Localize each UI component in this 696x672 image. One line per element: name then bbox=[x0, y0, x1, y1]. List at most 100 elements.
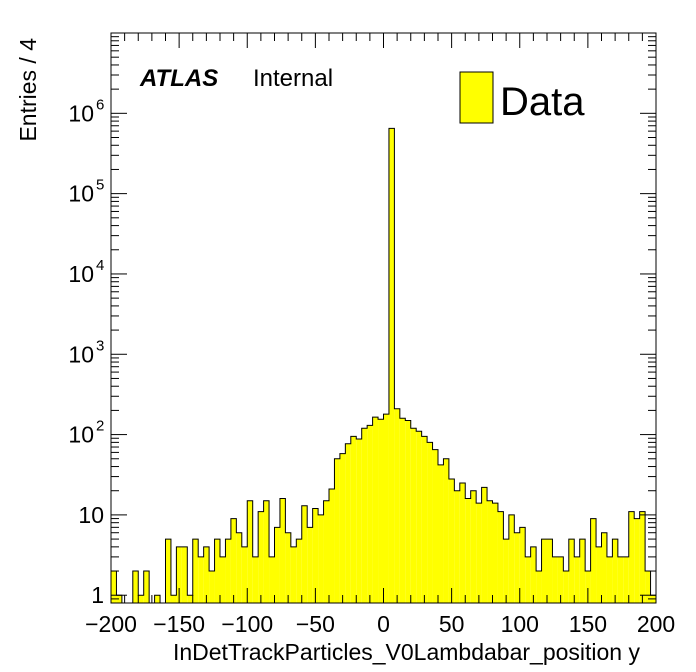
y-tick-label: 10 bbox=[78, 502, 104, 528]
histogram-bin bbox=[209, 571, 215, 603]
histogram-bin bbox=[176, 546, 182, 603]
histogram-bin bbox=[285, 532, 291, 603]
histogram-bin bbox=[203, 546, 210, 603]
histogram-bin bbox=[448, 478, 455, 603]
histogram-bin bbox=[378, 419, 384, 603]
histogram-bin bbox=[383, 414, 389, 603]
y-tick-label-exponent: 5 bbox=[96, 177, 104, 194]
histogram-bin bbox=[438, 464, 444, 603]
histogram-bin bbox=[198, 556, 204, 603]
legend-swatch bbox=[459, 71, 494, 124]
y-tick-label: 10 bbox=[68, 341, 94, 367]
y-tick-label-exponent: 4 bbox=[96, 257, 104, 274]
histogram-bin bbox=[497, 511, 504, 603]
histogram-bin bbox=[225, 539, 231, 603]
histogram-bars bbox=[111, 127, 656, 604]
x-tick-label: 100 bbox=[501, 611, 539, 637]
axis-ticks bbox=[110, 32, 657, 604]
histogram-bin bbox=[617, 556, 624, 603]
histogram-bin bbox=[623, 556, 629, 603]
histogram-bin bbox=[427, 442, 433, 603]
y-tick-label-exponent: 6 bbox=[96, 96, 104, 113]
histogram-bin bbox=[187, 595, 193, 603]
y-tick-label-exponent: 3 bbox=[96, 337, 104, 354]
histogram-bin bbox=[470, 490, 477, 603]
histogram-bin bbox=[138, 595, 144, 603]
histogram-bin bbox=[481, 487, 488, 603]
histogram-bin bbox=[143, 571, 150, 603]
x-tick-labels: −200 −150 −100 −50 0 50 100 150 200 bbox=[85, 611, 675, 637]
x-tick-label: 200 bbox=[637, 611, 675, 637]
x-tick-label: −100 bbox=[221, 611, 273, 637]
histogram-bin bbox=[388, 128, 395, 603]
histogram-bin bbox=[263, 500, 270, 603]
histogram-bin bbox=[525, 556, 531, 603]
histogram-bin bbox=[252, 556, 259, 603]
histogram-bin bbox=[312, 508, 319, 603]
x-axis-title: InDetTrackParticles_V0Lambdabar_position… bbox=[173, 639, 641, 665]
legend: Data bbox=[459, 71, 585, 124]
histogram-bin bbox=[339, 453, 346, 603]
histogram-bin bbox=[345, 443, 351, 603]
histogram-bin bbox=[492, 503, 498, 603]
histogram-bin bbox=[645, 571, 651, 603]
histogram-bin bbox=[536, 571, 542, 603]
histogram-bin bbox=[639, 511, 646, 603]
y-tick-label-exponent: 2 bbox=[96, 418, 104, 435]
histogram-bin bbox=[634, 518, 640, 603]
histogram-bin bbox=[514, 532, 520, 603]
histogram-bin bbox=[350, 436, 357, 603]
x-tick-label: 50 bbox=[439, 611, 465, 637]
y-tick-label: 10 bbox=[68, 261, 94, 287]
x-tick-label: 150 bbox=[569, 611, 607, 637]
histogram-bin bbox=[247, 500, 253, 603]
histogram-bin bbox=[230, 518, 237, 603]
histogram-bin bbox=[170, 595, 177, 603]
histogram-bin bbox=[154, 595, 161, 603]
histogram-bin bbox=[361, 428, 368, 603]
histogram-bin bbox=[568, 539, 575, 603]
y-tick-label: 10 bbox=[68, 181, 94, 207]
histogram-bin bbox=[563, 571, 569, 603]
histogram-bin bbox=[596, 546, 602, 603]
histogram-bin bbox=[165, 539, 171, 603]
histogram-bin bbox=[416, 431, 422, 603]
y-tick-label: 1 bbox=[91, 582, 104, 608]
histogram-bin bbox=[405, 420, 411, 603]
y-tick-label: 10 bbox=[68, 422, 94, 448]
histogram-bin bbox=[547, 539, 553, 603]
histogram-bin bbox=[323, 500, 329, 603]
histogram-outline bbox=[111, 127, 656, 604]
histogram-bin bbox=[585, 571, 591, 603]
histogram-bin bbox=[269, 556, 275, 603]
histogram-bin bbox=[241, 546, 248, 603]
histogram-bin bbox=[274, 527, 280, 603]
histogram-bin bbox=[329, 489, 335, 603]
histogram-bin bbox=[590, 518, 597, 603]
internal-label: Internal bbox=[253, 65, 333, 92]
histogram-bin bbox=[443, 458, 449, 603]
histogram-bin bbox=[116, 595, 122, 603]
histogram-bin bbox=[476, 503, 482, 603]
histogram-bin bbox=[574, 556, 580, 603]
histogram-bin bbox=[318, 514, 324, 603]
histogram-bin bbox=[372, 417, 379, 603]
histogram-bin bbox=[628, 511, 635, 603]
histogram-bin bbox=[220, 556, 226, 603]
y-axis-title: Entries / 4 bbox=[15, 38, 41, 142]
histogram-bin bbox=[132, 571, 139, 603]
histogram-bin bbox=[399, 418, 406, 603]
histogram-bin bbox=[334, 458, 340, 603]
histogram-bin bbox=[579, 539, 586, 603]
x-tick-label: −200 bbox=[85, 611, 137, 637]
histogram-bin bbox=[214, 539, 220, 603]
histogram-bin bbox=[530, 546, 537, 603]
x-tick-label: 0 bbox=[377, 611, 390, 637]
histogram-bin bbox=[557, 556, 564, 603]
histogram-bin bbox=[519, 527, 526, 603]
x-tick-label: −50 bbox=[296, 611, 335, 637]
histogram-bin bbox=[192, 539, 199, 603]
histogram-bin bbox=[465, 498, 471, 603]
